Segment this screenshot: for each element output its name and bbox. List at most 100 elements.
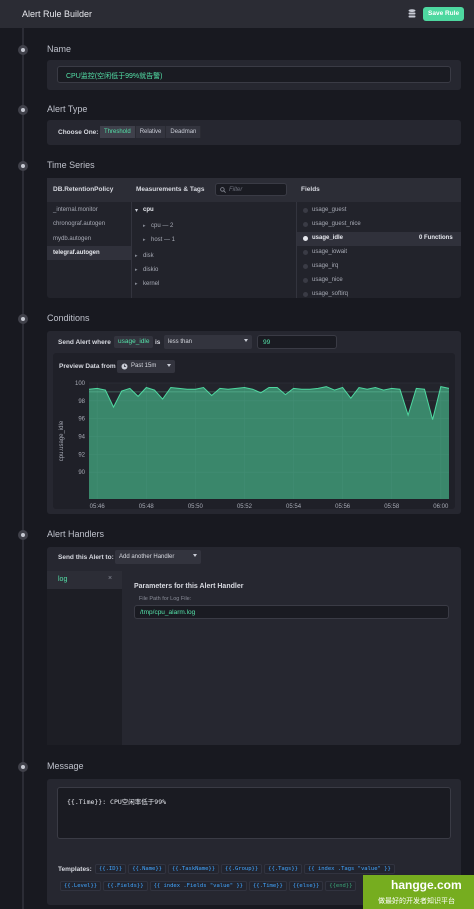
measurement-item[interactable]: cpu (143, 207, 154, 213)
db-item-selected[interactable]: telegraf.autogen (53, 250, 100, 256)
y-tick-label: 94 (78, 435, 85, 441)
series-area (89, 386, 449, 499)
y-tick-label: 90 (78, 470, 85, 476)
fields-column-header: Fields (301, 186, 320, 193)
field-item[interactable]: usage_guest (312, 207, 347, 213)
column-divider (296, 202, 297, 298)
field-item[interactable]: usage_irq (312, 263, 339, 269)
file-path-label: File Path for Log File: (139, 596, 192, 602)
x-tick-label: 05:58 (384, 504, 400, 509)
field-radio[interactable] (303, 222, 308, 227)
tag-item[interactable]: cpu — 2 (151, 223, 174, 229)
chevron-down-icon (244, 339, 248, 342)
field-radio[interactable] (303, 292, 308, 297)
template-chip[interactable]: {{.ID}} (95, 864, 127, 874)
preview-label: Preview Data from (59, 363, 116, 370)
field-radio-selected[interactable] (303, 236, 308, 241)
add-handler-dropdown[interactable]: Add another Handler (115, 550, 201, 564)
database-icon[interactable] (408, 9, 416, 19)
db-item-selected-bg (47, 246, 131, 260)
filter-input[interactable]: Filter (215, 183, 287, 196)
template-chip[interactable]: {{end}} (325, 881, 357, 891)
operator-value: less than (168, 339, 193, 345)
threshold-value-input[interactable]: 99 (257, 335, 337, 349)
handler-item-log[interactable]: log × (47, 571, 122, 589)
message-textarea[interactable]: {{.Time}}: CPU空闲率低于99% (57, 787, 451, 839)
measurements-column-header: Measurements & Tags (136, 186, 205, 193)
choose-one-label: Choose One: (58, 129, 99, 136)
relative-option[interactable]: Relative (135, 126, 167, 138)
section-title-conditions: Conditions (47, 313, 90, 323)
file-path-input[interactable]: /tmp/cpu_alarm.log (134, 605, 449, 619)
field-radio[interactable] (303, 208, 308, 213)
field-item[interactable]: usage_softirq (312, 291, 349, 297)
field-item[interactable]: usage_nice (312, 277, 343, 283)
send-to-label: Send this Alert to: (58, 554, 114, 561)
conditions-panel: Send Alert where usage_idle is less than… (47, 331, 461, 514)
section-title-time-series: Time Series (47, 160, 95, 170)
x-tick-label: 05:50 (188, 504, 204, 509)
measurement-item[interactable]: kernel (143, 281, 160, 287)
chevron-right-icon: ▸ (135, 281, 138, 287)
db-item[interactable]: _internal.monitor (53, 207, 98, 213)
template-chip[interactable]: {{.Group}} (221, 864, 263, 874)
deadman-option[interactable]: Deadman (166, 126, 202, 138)
db-item[interactable]: mydb.autogen (53, 236, 92, 242)
name-panel: CPU监控(空闲低于99%就告警) (47, 60, 461, 90)
chevron-right-icon: ▸ (135, 267, 138, 273)
template-chip[interactable]: {{ index .Tags "value" }} (303, 864, 395, 874)
close-icon[interactable]: × (108, 575, 113, 582)
field-radio[interactable] (303, 264, 308, 269)
save-rule-button[interactable]: Save Rule (423, 7, 465, 21)
measurement-item[interactable]: disk (143, 253, 154, 259)
x-tick-label: 05:48 (139, 504, 155, 509)
field-radio[interactable] (303, 278, 308, 283)
functions-count[interactable]: 0 Functions (419, 235, 453, 241)
templates-list: {{.ID}} {{.Name}} {{.TaskName}} {{.Group}}{… (95, 864, 415, 877)
is-label: is (155, 339, 161, 346)
rule-name-input[interactable]: CPU监控(空闲低于99%就告警) (57, 66, 451, 83)
template-chip[interactable]: {{.TaskName}} (168, 864, 220, 874)
section-title-message: Message (47, 761, 84, 771)
field-radio[interactable] (303, 250, 308, 255)
template-chip[interactable]: {{.Tags}} (264, 864, 302, 874)
template-chip[interactable]: {{.Level}} (60, 881, 102, 891)
x-tick-label: 05:46 (90, 504, 106, 509)
template-chip[interactable]: {{.Fields}} (103, 881, 148, 891)
add-handler-label: Add another Handler (119, 554, 175, 560)
column-divider (131, 202, 132, 298)
field-item-selected[interactable]: usage_idle (312, 235, 344, 241)
time-range-dropdown[interactable]: Past 15m (117, 360, 175, 373)
page-title: Alert Rule Builder (22, 9, 93, 19)
chevron-down-icon: ▾ (135, 208, 139, 214)
tag-item[interactable]: host — 1 (151, 237, 176, 243)
db-column-header: DB.RetentionPolicy (53, 186, 114, 193)
preview-chart[interactable]: 90 92 94 96 98 100 05:46 05:48 05:50 05:52 05:54 05… (53, 379, 455, 509)
template-chip[interactable]: {{.Name}} (128, 864, 166, 874)
rule-name-value: CPU监控(空闲低于99%就告警) (66, 73, 163, 80)
x-tick-label: 06:00 (433, 504, 449, 509)
timeline-line (22, 28, 24, 909)
template-chip[interactable]: {{.Time}} (248, 881, 287, 891)
field-item-selected-bg (297, 232, 461, 246)
timeline-dot (18, 314, 28, 324)
field-item[interactable]: usage_iowait (312, 249, 348, 255)
measurement-item[interactable]: diskio (143, 267, 159, 273)
operator-dropdown[interactable]: less than (164, 335, 252, 349)
template-chip[interactable]: {{else}} (288, 881, 324, 891)
threshold-value: 99 (263, 339, 271, 346)
y-tick-label: 96 (78, 417, 85, 423)
y-axis-label: cpu.usage_idle (59, 420, 65, 461)
template-chip[interactable]: {{ index .Fields "value" }} (149, 881, 247, 891)
condition-field-chip[interactable]: usage_idle (114, 336, 154, 348)
section-title-alert-handlers: Alert Handlers (47, 529, 105, 539)
series-line (88, 386, 450, 420)
time-range-value: Past 15m (131, 363, 157, 369)
threshold-option[interactable]: Threshold (100, 126, 136, 138)
db-item[interactable]: chronograf.autogen (53, 221, 106, 227)
timeline-dot (18, 161, 28, 171)
y-tick-label: 92 (78, 452, 85, 458)
handlers-panel: Send this Alert to: Add another Handler … (47, 547, 461, 745)
clock-icon (121, 363, 128, 370)
field-item[interactable]: usage_guest_nice (312, 221, 361, 227)
